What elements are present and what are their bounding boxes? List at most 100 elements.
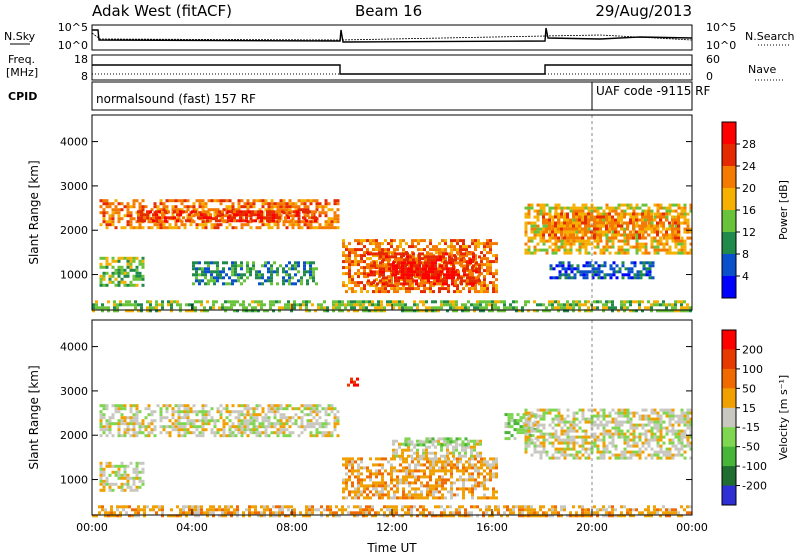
scatter-cell <box>237 413 241 417</box>
scatter-cell <box>351 251 354 255</box>
scatter-cell <box>459 239 462 243</box>
scatter-cell <box>450 251 453 255</box>
scatter-cell <box>602 438 606 442</box>
scatter-cell <box>351 466 354 470</box>
scatter-cell <box>432 490 435 494</box>
scatter-cell <box>126 482 130 486</box>
scatter-cell <box>428 440 432 444</box>
scatter-cell <box>578 230 581 234</box>
scatter-cell <box>375 490 378 494</box>
scatter-cell <box>626 233 629 237</box>
scatter-cell <box>588 270 592 274</box>
scatter-cell <box>398 306 401 310</box>
scatter-cell <box>441 460 444 464</box>
scatter-cell <box>210 279 213 283</box>
scatter-region <box>99 404 340 438</box>
scatter-cell <box>108 416 112 420</box>
scatter-cell <box>204 416 208 420</box>
scatter-cell <box>527 435 531 439</box>
scatter-cell <box>653 251 657 255</box>
scatter-cell <box>291 226 295 230</box>
scatter-cell <box>467 445 470 449</box>
scatter-cell <box>444 478 447 482</box>
scatter-cell <box>354 284 357 288</box>
scatter-cell <box>599 248 603 252</box>
scatter-cell <box>177 419 181 423</box>
scatter-cell <box>426 481 429 485</box>
scatter-cell <box>99 199 103 203</box>
scatter-cell <box>450 254 453 258</box>
scatter-cell <box>486 242 489 246</box>
scatter-cell <box>548 212 552 216</box>
scatter-cell <box>437 439 440 443</box>
scatter-cell <box>504 422 508 426</box>
scatter-cell <box>510 425 514 429</box>
scatter-cell <box>440 443 444 447</box>
scatter-cell <box>558 276 562 280</box>
scatter-cell <box>629 206 633 210</box>
scatter-cell <box>384 266 387 270</box>
scatter-cell <box>581 411 585 415</box>
scatter-cell <box>348 469 351 473</box>
scatter-cell <box>474 281 477 285</box>
scatter-cell <box>495 463 498 467</box>
scatter-cell <box>396 290 399 294</box>
scatter-cell <box>524 432 528 436</box>
scatter-cell <box>397 258 400 262</box>
scatter-cell <box>255 270 258 274</box>
scatter-cell <box>357 239 360 243</box>
scatter-cell <box>575 239 579 243</box>
scatter-cell <box>428 306 431 310</box>
scatter-cell <box>237 264 240 268</box>
scatter-cell <box>288 419 292 423</box>
scatter-cell <box>168 419 172 423</box>
scatter-cell <box>677 239 681 243</box>
scatter-cell <box>458 443 462 447</box>
scatter-cell <box>379 255 382 259</box>
scatter-cell <box>395 451 398 455</box>
scatter-cell <box>135 422 139 426</box>
scatter-cell <box>662 206 666 210</box>
scatter-cell <box>440 454 443 458</box>
scatter-cell <box>581 453 585 457</box>
scatter-cell <box>294 413 298 417</box>
scatter-cell <box>177 208 181 212</box>
scatter-cell <box>102 425 106 429</box>
scatter-cell <box>674 309 677 313</box>
scatter-cell <box>515 300 518 304</box>
scatter-cell <box>584 221 587 225</box>
scatter-cell <box>267 407 271 411</box>
scatter-cell <box>345 463 348 467</box>
scatter-cell <box>418 264 421 268</box>
scatter-cell <box>102 482 106 486</box>
scatter-cell <box>117 259 121 263</box>
scatter-cell <box>536 224 540 228</box>
scatter-cell <box>421 261 424 265</box>
scatter-cell <box>476 442 479 446</box>
scatter-cell <box>581 417 585 421</box>
scatter-cell <box>566 242 570 246</box>
scatter-cell <box>668 248 672 252</box>
scatter-cell <box>385 264 388 268</box>
scatter-cell <box>338 300 341 304</box>
scatter-cell <box>441 260 444 264</box>
scatter-cell <box>234 261 237 265</box>
scatter-cell <box>129 262 133 266</box>
scatter-cell <box>327 431 331 435</box>
scatter-cell <box>524 303 527 307</box>
scatter-cell <box>177 416 181 420</box>
scatter-cell <box>138 208 142 212</box>
scatter-cell <box>267 270 270 274</box>
scatter-cell <box>447 490 450 494</box>
scatter-cell <box>183 404 187 408</box>
scatter-cell <box>393 496 396 500</box>
scatter-cell <box>269 303 272 307</box>
scatter-cell <box>363 275 366 279</box>
scatter-cell <box>638 206 642 210</box>
scatter-cell <box>405 466 408 470</box>
scatter-cell <box>360 239 363 243</box>
scatter-cell <box>612 273 616 277</box>
scatter-cell <box>494 303 497 307</box>
scatter-cell <box>222 208 226 212</box>
scatter-cell <box>542 242 546 246</box>
